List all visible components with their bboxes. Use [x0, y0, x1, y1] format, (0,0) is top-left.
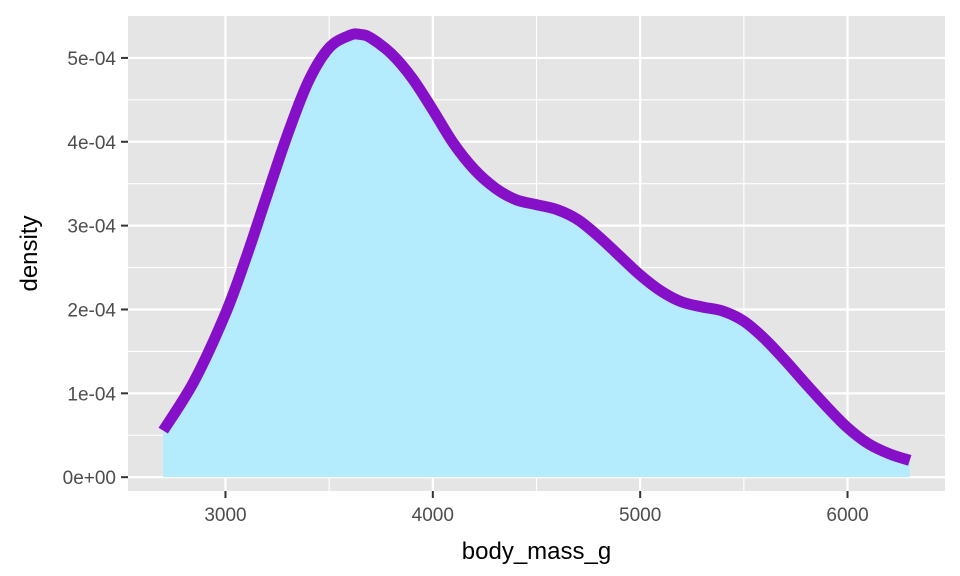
- y-tick-label: 4e-04: [67, 133, 116, 154]
- y-tick-label: 5e-04: [67, 49, 116, 70]
- y-tick-label: 3e-04: [67, 217, 116, 238]
- y-tick-label: 0e+00: [63, 468, 116, 489]
- x-tick-label: 4000: [412, 505, 454, 526]
- density-fill-area: [163, 33, 910, 478]
- x-tick-label: 6000: [826, 505, 868, 526]
- y-tick-label: 1e-04: [67, 384, 116, 405]
- x-tick-label: 5000: [619, 505, 661, 526]
- x-axis: 3000 4000 5000 6000: [204, 491, 869, 526]
- x-axis-title: body_mass_g: [462, 538, 611, 565]
- y-tick-label: 2e-04: [67, 300, 116, 321]
- y-axis-title: density: [16, 215, 43, 291]
- density-line: [158, 28, 912, 466]
- y-axis: 0e+00 1e-04 2e-04 3e-04 4e-04 5e-04: [63, 49, 128, 489]
- x-tick-label: 3000: [204, 505, 246, 526]
